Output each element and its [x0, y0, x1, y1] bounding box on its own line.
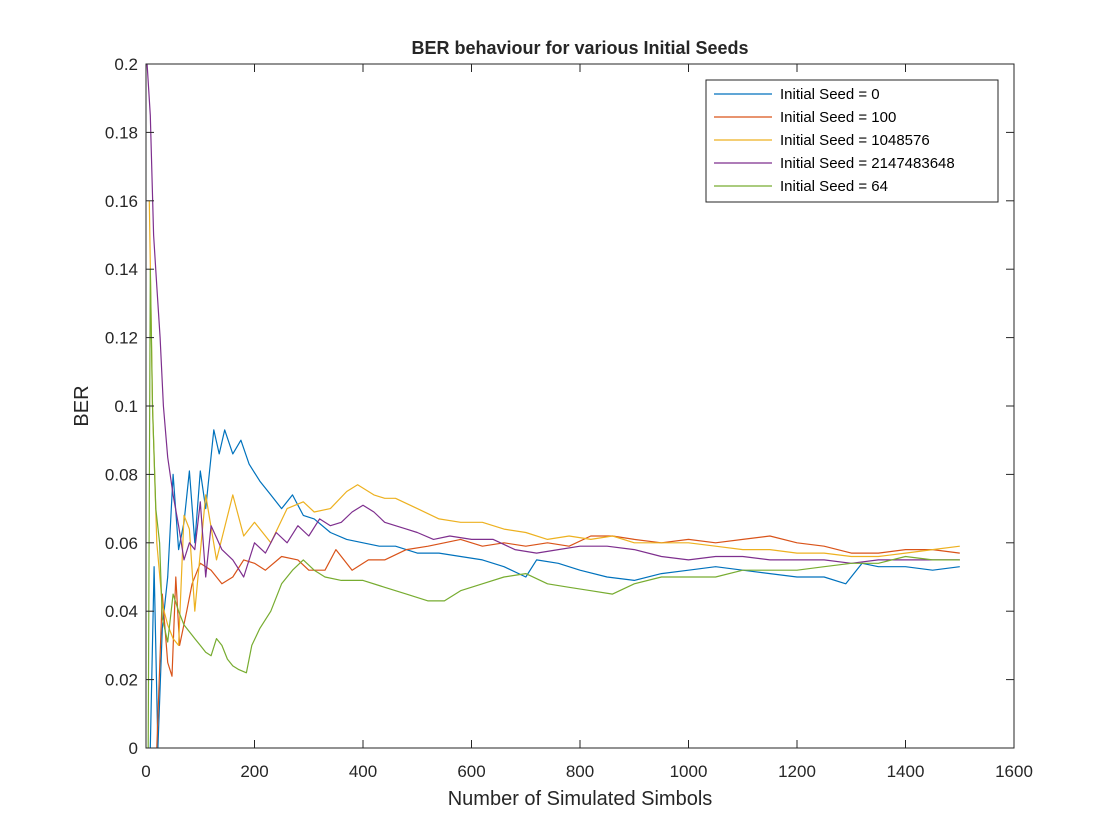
y-tick-label: 0.04 [105, 602, 138, 621]
y-tick-label: 0.18 [105, 123, 138, 142]
series-line-2 [148, 200, 960, 647]
y-tick-label: 0.02 [105, 671, 138, 690]
legend-label-3: Initial Seed = 2147483648 [780, 155, 955, 172]
series-line-0 [149, 429, 960, 748]
series-line-1 [156, 535, 960, 748]
y-tick-label: 0.12 [105, 329, 138, 348]
y-tick-label: 0.1 [114, 397, 138, 416]
x-tick-label: 600 [457, 762, 485, 781]
series-line-4 [147, 268, 960, 748]
y-tick-label: 0.2 [114, 55, 138, 74]
legend-label-4: Initial Seed = 64 [780, 178, 888, 195]
legend-label-0: Initial Seed = 0 [780, 86, 880, 103]
x-tick-label: 800 [566, 762, 594, 781]
series-layer [146, 64, 960, 748]
y-tick-label: 0 [129, 739, 138, 758]
y-tick-label: 0.16 [105, 192, 138, 211]
legend-box [705, 79, 999, 203]
x-axis-label: Number of Simulated Simbols [448, 788, 713, 810]
legend-label-2: Initial Seed = 1048576 [780, 132, 930, 149]
x-tick-label: 1600 [995, 762, 1033, 781]
y-axis: 0 0.02 0.04 0.06 0.08 0.1 0.12 0.14 0.16 0.18 0.2 [105, 55, 1014, 758]
series-line-3 [146, 64, 960, 578]
x-tick-label: 1000 [670, 762, 708, 781]
x-tick-label: 1200 [778, 762, 816, 781]
x-tick-label: 1400 [887, 762, 925, 781]
y-tick-label: 0.08 [105, 465, 138, 484]
y-tick-label: 0.14 [105, 260, 138, 279]
x-tick-label: 0 [141, 762, 150, 781]
y-axis-label: BER [71, 385, 93, 426]
x-axis: 0 200 400 600 800 1000 1200 1400 1600 [141, 64, 1033, 781]
legend-label-1: Initial Seed = 100 [780, 109, 896, 126]
y-tick-label: 0.06 [105, 534, 138, 553]
x-tick-label: 200 [240, 762, 268, 781]
x-tick-label: 400 [349, 762, 377, 781]
chart-title: BER behaviour for various Initial Seeds [411, 38, 748, 58]
legend: Initial Seed = 0 Initial Seed = 100 Initia… [705, 79, 999, 203]
